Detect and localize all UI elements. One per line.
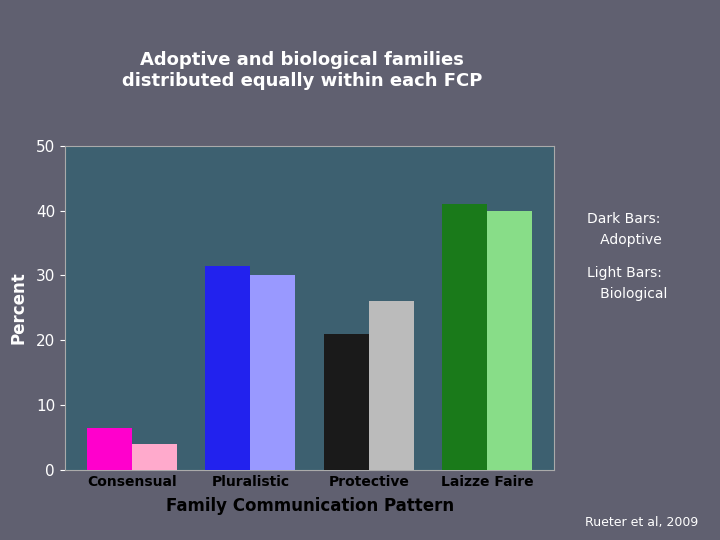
- Bar: [369, 301, 414, 470]
- Text: Dark Bars:: Dark Bars:: [587, 212, 660, 226]
- Bar: [87, 428, 132, 470]
- Text: Light Bars:: Light Bars:: [587, 266, 662, 280]
- Bar: [251, 275, 295, 470]
- X-axis label: Family Communication Pattern: Family Communication Pattern: [166, 497, 454, 515]
- Text: Adoptive: Adoptive: [587, 233, 662, 247]
- Y-axis label: Percent: Percent: [9, 272, 27, 344]
- Bar: [442, 204, 487, 470]
- Text: Rueter et al, 2009: Rueter et al, 2009: [585, 516, 698, 529]
- Bar: [205, 266, 251, 470]
- Text: Adoptive and biological families
distributed equally within each FCP: Adoptive and biological families distrib…: [122, 51, 482, 90]
- Bar: [487, 211, 532, 470]
- Bar: [324, 334, 369, 470]
- Bar: [132, 444, 177, 470]
- Text: Biological: Biological: [587, 287, 667, 301]
